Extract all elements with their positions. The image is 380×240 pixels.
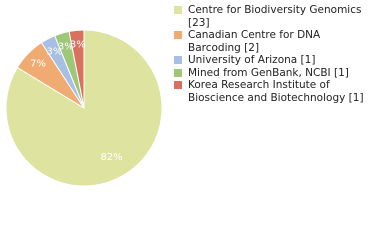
slice-label: 82% [100, 152, 122, 163]
legend-label: Centre for Biodiversity Genomics [23] [188, 4, 362, 29]
legend-entry: Korea Research Institute of Bioscience a… [172, 79, 372, 104]
slice-label: 3% [70, 39, 86, 50]
legend-entry: Canadian Centre for DNA Barcoding [2] [172, 29, 372, 54]
legend-entry: Mined from GenBank, NCBI [1] [172, 67, 372, 80]
legend-swatch [174, 81, 182, 89]
legend-swatch [174, 6, 182, 14]
legend-label: Mined from GenBank, NCBI [1] [188, 66, 349, 79]
slice-label: 3% [58, 42, 74, 53]
legend-swatch [174, 31, 182, 39]
legend-entry: Centre for Biodiversity Genomics [23] [172, 4, 372, 29]
legend-label: Korea Research Institute of Bioscience a… [188, 79, 364, 104]
slice-label: 3% [46, 46, 62, 57]
legend-label: University of Arizona [1] [188, 54, 316, 66]
legend-swatch [174, 56, 182, 64]
legend-swatch [174, 68, 182, 77]
legend: Centre for Biodiversity Genomics [23] Can… [172, 4, 372, 104]
legend-entry: University of Arizona [1] [172, 54, 372, 67]
legend-label: Canadian Centre for DNA Barcoding [2] [188, 29, 321, 54]
pie-slice [5, 29, 163, 187]
pie-slice [68, 29, 85, 109]
slice-label: 7% [30, 59, 46, 70]
